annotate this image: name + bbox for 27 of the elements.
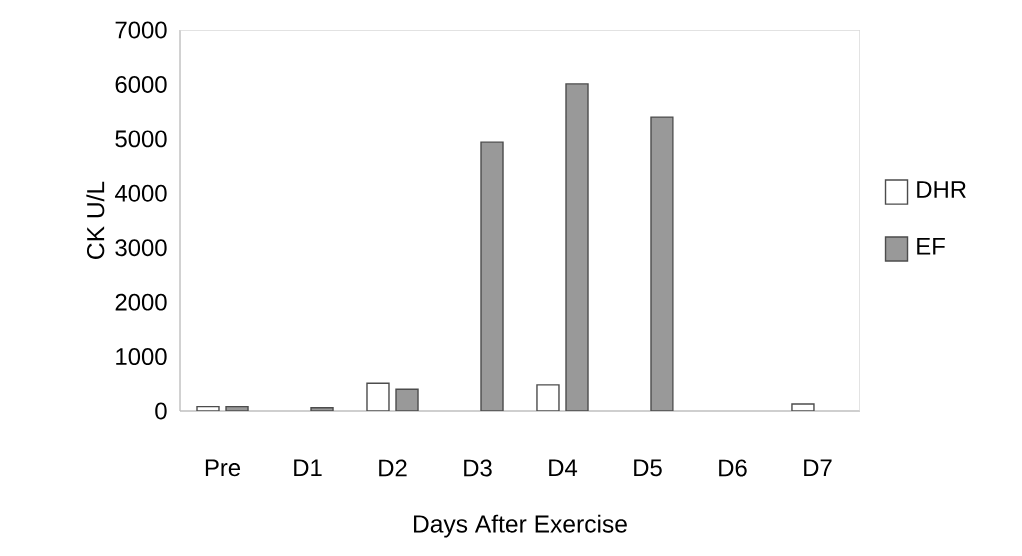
- y-tick-label: 2000: [115, 293, 167, 311]
- x-axis-title: Days After Exercise: [414, 514, 627, 538]
- y-tick-label: 0: [155, 402, 167, 420]
- bar: [565, 83, 589, 411]
- x-tick-label: Pre: [205, 459, 241, 477]
- x-tick-label: D6: [719, 459, 747, 477]
- bar: [196, 405, 220, 411]
- y-tick-label: 6000: [115, 75, 167, 93]
- x-tick-label: D2: [379, 459, 407, 477]
- bar: [536, 384, 560, 411]
- y-axis-title: CK U/L: [86, 181, 105, 259]
- x-tick-label: D5: [634, 459, 662, 477]
- legend-label: EF: [917, 238, 945, 255]
- y-tick-label: 7000: [115, 21, 167, 39]
- y-tick-label: 5000: [115, 130, 167, 148]
- bar: [480, 141, 504, 411]
- x-tick-label: D1: [294, 459, 322, 476]
- x-tick-label: D3: [464, 459, 492, 477]
- y-tick-label: 1000: [116, 348, 167, 366]
- y-tick-label: 3000: [115, 239, 167, 257]
- bar: [791, 403, 815, 411]
- x-tick-label: D7: [804, 459, 832, 476]
- x-tick-label: D4: [549, 459, 578, 476]
- legend-label: DHR: [917, 181, 966, 198]
- y-tick-label: 4000: [114, 184, 167, 202]
- bar: [366, 382, 390, 411]
- bar: [650, 116, 674, 411]
